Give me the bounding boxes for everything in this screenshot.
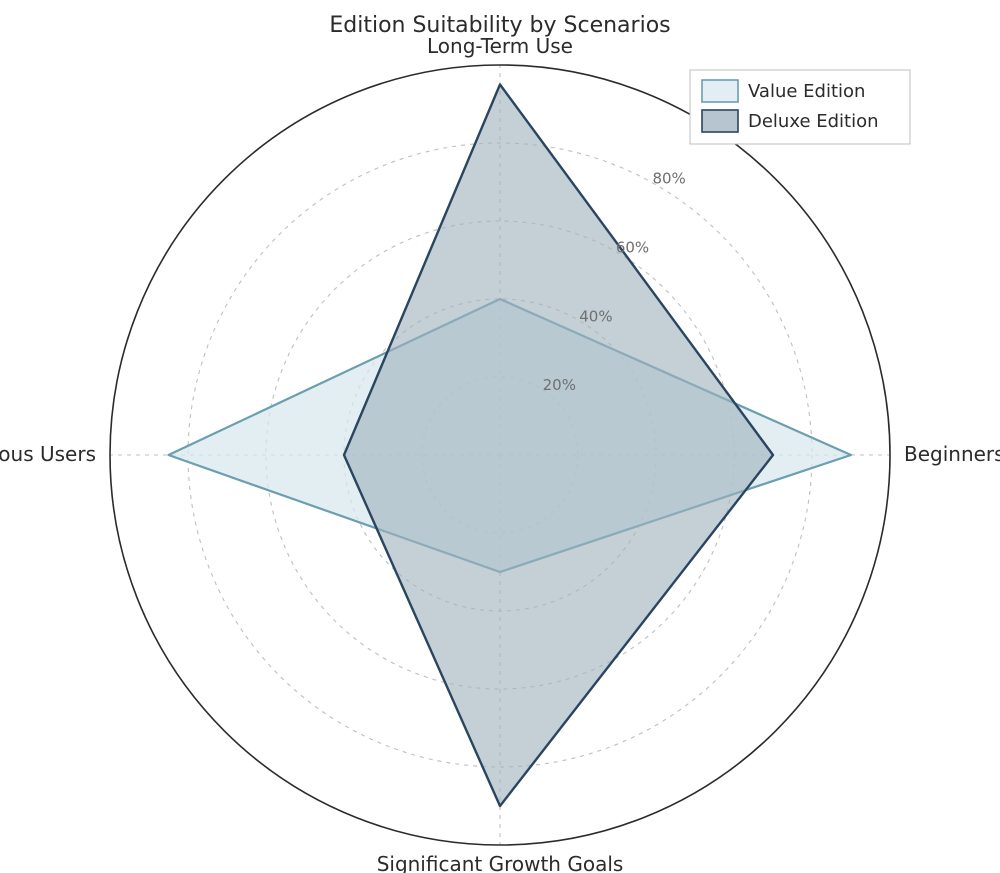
axis-label: Beginners: [904, 442, 1000, 466]
r-tick-label: 80%: [652, 170, 685, 188]
legend: Value Edition Deluxe Edition: [690, 70, 910, 144]
axis-label: Budget-Conscious Users: [0, 442, 96, 466]
r-tick-label: 20%: [543, 376, 576, 394]
legend-label: Deluxe Edition: [748, 111, 879, 132]
radar-chart-container: 20%40%60%80%100%Long-Term UseBeginnersSi…: [0, 0, 1000, 873]
legend-swatch: [702, 80, 738, 102]
r-tick-label: 40%: [579, 307, 612, 325]
radar-chart: 20%40%60%80%100%Long-Term UseBeginnersSi…: [0, 0, 1000, 873]
chart-title: Edition Suitability by Scenarios: [329, 13, 670, 38]
axis-label: Significant Growth Goals: [377, 852, 624, 873]
r-tick-label: 60%: [616, 238, 649, 256]
legend-label: Value Edition: [748, 81, 865, 102]
legend-swatch: [702, 110, 738, 132]
